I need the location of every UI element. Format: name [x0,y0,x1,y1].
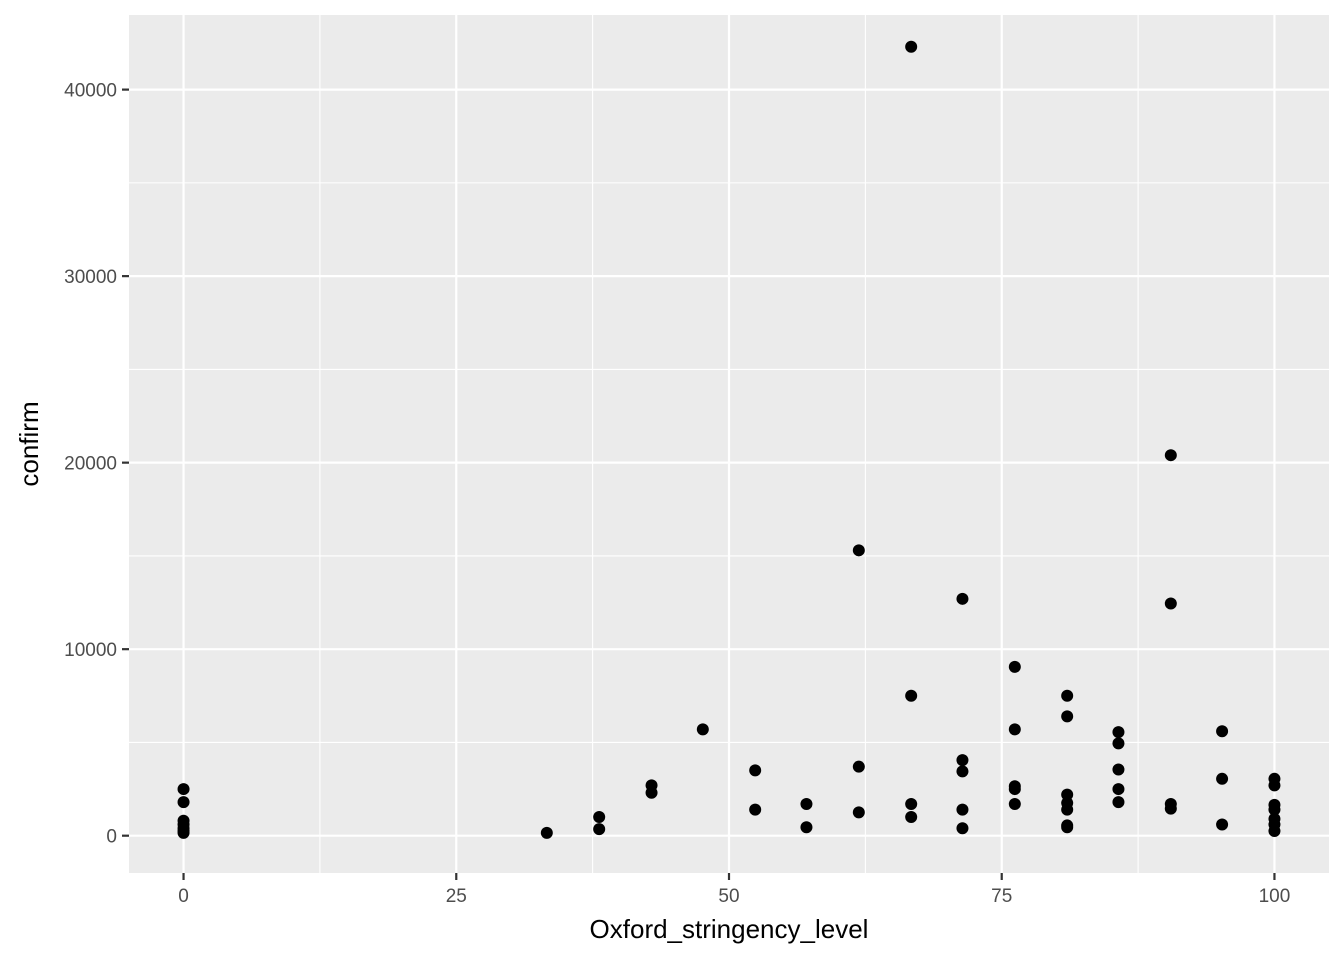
major-gridlines [129,15,1329,873]
y-axis-title: confirm [14,401,44,486]
data-point-13 [749,764,762,777]
data-point-33 [1008,797,1021,810]
data-point-8 [593,811,606,824]
y-tick-label-1: 10000 [64,640,117,661]
data-point-52 [1216,818,1229,831]
data-point-34 [1061,689,1074,702]
data-point-49 [1164,802,1177,815]
data-point-0 [177,783,190,796]
data-point-46 [1164,449,1177,462]
data-point-19 [852,806,865,819]
data-point-25 [956,754,969,767]
data-point-51 [1216,772,1229,785]
data-point-40 [1061,821,1074,834]
data-point-45 [1112,796,1125,809]
data-point-41 [1112,726,1125,739]
data-point-16 [800,821,813,834]
data-point-24 [956,592,969,605]
data-point-43 [1112,763,1125,776]
data-point-35 [1061,710,1074,723]
x-axis-ticks [182,873,1276,880]
data-point-14 [749,803,762,816]
x-tick-label-0: 0 [178,886,189,907]
data-point-38 [1061,803,1074,816]
x-tick-label-3: 75 [991,886,1012,907]
data-point-28 [956,822,969,835]
data-point-32 [1008,783,1021,796]
x-tick-label-4: 100 [1259,886,1291,907]
x-tick-label-1: 25 [446,886,467,907]
data-point-6 [177,826,190,839]
data-point-1 [177,796,190,809]
data-point-36 [1061,788,1074,801]
data-point-21 [905,689,918,702]
data-point-23 [905,811,918,824]
data-point-44 [1112,783,1125,796]
data-point-9 [593,823,606,836]
data-point-7 [540,826,553,839]
data-point-12 [696,723,709,736]
data-point-11 [645,786,658,799]
data-point-17 [852,544,865,557]
data-point-20 [905,40,918,53]
x-axis-tick-labels: 0 25 50 75 100 [178,886,1290,907]
y-axis-tick-labels: 0 10000 20000 30000 40000 [64,81,117,848]
data-points [177,40,1281,839]
data-point-50 [1216,725,1229,738]
x-axis-title: Oxford_stringency_level [590,914,869,944]
y-tick-label-3: 30000 [64,267,117,288]
data-point-26 [956,765,969,778]
y-tick-label-0: 0 [106,827,117,848]
data-point-59 [1268,825,1281,838]
data-point-22 [905,797,918,810]
data-point-27 [956,803,969,816]
data-point-47 [1164,597,1177,610]
y-tick-label-4: 40000 [64,81,117,102]
y-tick-label-2: 20000 [64,454,117,475]
data-point-54 [1268,779,1281,792]
data-point-30 [1008,723,1021,736]
y-axis-ticks [122,88,129,837]
data-point-56 [1268,803,1281,816]
data-point-15 [800,797,813,810]
data-point-29 [1008,660,1021,673]
x-tick-label-2: 50 [718,886,739,907]
data-point-18 [852,760,865,773]
data-point-42 [1112,737,1125,750]
